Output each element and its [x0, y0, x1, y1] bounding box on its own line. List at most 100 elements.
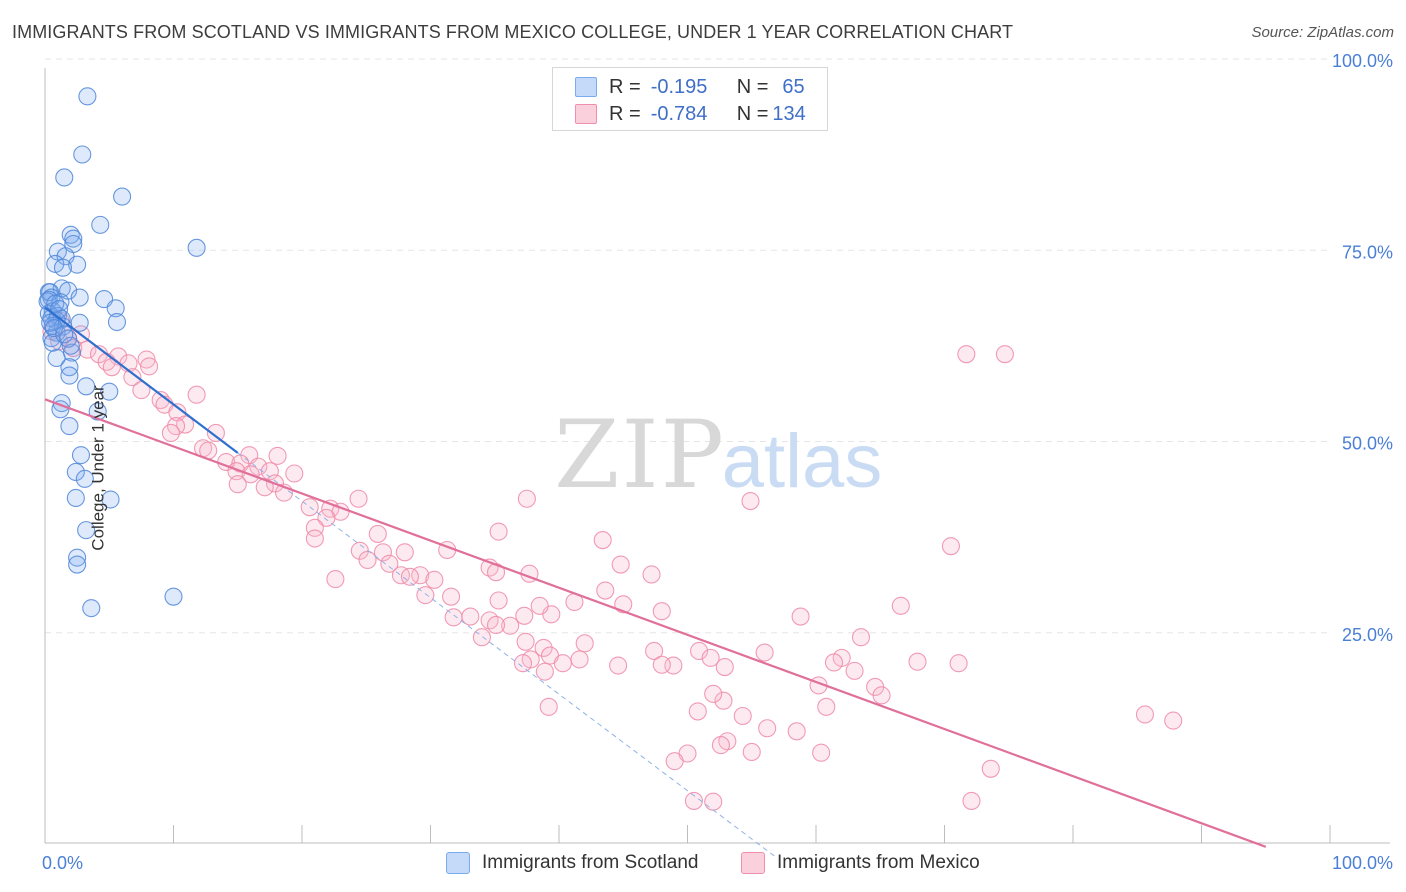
- point-mexico: [711, 736, 730, 755]
- point-mexico: [268, 446, 287, 465]
- point-scotland: [164, 587, 183, 606]
- point-mexico: [652, 602, 671, 621]
- point-scotland: [73, 145, 92, 164]
- legend-swatch-scotland: [575, 77, 597, 97]
- point-scotland: [88, 402, 107, 421]
- point-mexico: [1135, 705, 1155, 724]
- point-mexico: [824, 653, 844, 672]
- point-mexico: [704, 792, 723, 811]
- point-scotland: [61, 336, 80, 355]
- point-mexico: [349, 489, 368, 508]
- point-mexico: [957, 345, 976, 364]
- legend-swatch-mexico: [575, 104, 597, 124]
- legend-r-value: -0.195: [650, 75, 708, 98]
- point-mexico: [688, 702, 707, 721]
- point-mexico: [530, 596, 549, 615]
- point-mexico: [787, 722, 806, 741]
- point-scotland: [68, 555, 87, 574]
- point-scotland: [60, 366, 79, 385]
- point-mexico: [575, 634, 594, 653]
- point-mexico: [513, 654, 533, 673]
- point-scotland: [70, 313, 89, 332]
- point-mexico: [137, 350, 156, 369]
- legend-swatch-mexico: [741, 852, 765, 874]
- y-tick-label: 75.0%: [1342, 242, 1393, 262]
- point-scotland: [70, 288, 89, 307]
- point-mexico: [501, 616, 520, 635]
- point-scotland: [64, 229, 83, 248]
- point-mexico: [78, 340, 97, 359]
- point-scotland: [106, 299, 125, 318]
- point-mexico: [206, 423, 225, 443]
- series-mexico-points: [42, 311, 1183, 811]
- point-mexico: [380, 554, 399, 573]
- point-scotland: [55, 168, 74, 187]
- point-mexico: [570, 650, 589, 669]
- point-scotland: [75, 469, 94, 488]
- point-mexico: [395, 543, 414, 562]
- legend-r-label: R =: [609, 75, 641, 98]
- legend-row-mexico: R = -0.784 N = 134: [575, 102, 806, 126]
- legend-n-value: 65: [782, 75, 805, 98]
- point-scotland: [66, 488, 85, 508]
- x-tick-label-left: 0.0%: [42, 853, 83, 873]
- point-mexico: [791, 607, 810, 626]
- trend-lines: [44, 306, 1267, 859]
- point-mexico: [812, 743, 831, 762]
- correlation-legend: R = -0.195 N = 65 R = -0.784 N = 134: [552, 67, 828, 131]
- trend-line-scotland: [44, 306, 239, 454]
- legend-item-scotland[interactable]: Immigrants from Scotland: [446, 852, 698, 874]
- point-mexico: [539, 697, 558, 716]
- point-mexico: [742, 742, 761, 762]
- legend-item-mexico[interactable]: Immigrants from Mexico: [741, 852, 980, 874]
- axes: [44, 68, 1390, 844]
- point-mexico: [140, 357, 159, 376]
- legend-n-label: N =: [736, 102, 769, 125]
- y-tick-label: 50.0%: [1342, 434, 1393, 454]
- point-mexico: [534, 638, 553, 657]
- point-scotland: [60, 417, 79, 436]
- point-mexico: [845, 661, 864, 680]
- point-mexico: [872, 686, 891, 705]
- point-mexico: [517, 489, 536, 508]
- point-mexico: [652, 655, 671, 674]
- point-scotland: [100, 382, 119, 401]
- point-mexico: [285, 464, 304, 483]
- point-mexico: [1164, 711, 1183, 730]
- trend-line-scotland-extension: [237, 452, 778, 859]
- point-scotland: [53, 258, 73, 277]
- point-scotland: [47, 348, 66, 368]
- point-mexico: [891, 596, 910, 615]
- tick-labels: 100.0% 75.0% 50.0% 25.0% 0.0% 100.0%: [42, 51, 1393, 873]
- point-mexico: [665, 752, 684, 771]
- point-mexico: [715, 657, 734, 677]
- point-mexico: [714, 691, 733, 710]
- point-mexico: [851, 628, 871, 647]
- source-label: Source: ZipAtlas.com: [1251, 24, 1394, 41]
- point-mexico: [516, 632, 535, 651]
- point-mexico: [684, 791, 703, 810]
- point-mexico: [444, 608, 463, 627]
- point-mexico: [489, 591, 508, 610]
- legend-label-scotland: Immigrants from Scotland: [482, 852, 699, 873]
- point-mexico: [305, 518, 324, 537]
- watermark: ZIP atlas: [554, 401, 882, 510]
- point-scotland: [66, 462, 85, 482]
- point-mexico: [358, 550, 377, 570]
- legend-label-mexico: Immigrants from Mexico: [777, 852, 980, 873]
- point-mexico: [741, 491, 760, 511]
- point-scotland: [44, 319, 64, 338]
- point-scotland: [68, 548, 87, 567]
- point-mexico: [187, 385, 206, 404]
- point-mexico: [755, 643, 774, 662]
- series-scotland-points: [38, 87, 206, 618]
- point-mexico: [733, 706, 752, 726]
- point-scotland: [113, 187, 132, 206]
- point-mexico: [489, 522, 508, 541]
- point-scotland: [187, 238, 206, 257]
- point-mexico: [941, 537, 960, 556]
- legend-n-value: 134: [772, 102, 806, 125]
- point-mexico: [123, 368, 142, 387]
- point-scotland: [55, 325, 74, 344]
